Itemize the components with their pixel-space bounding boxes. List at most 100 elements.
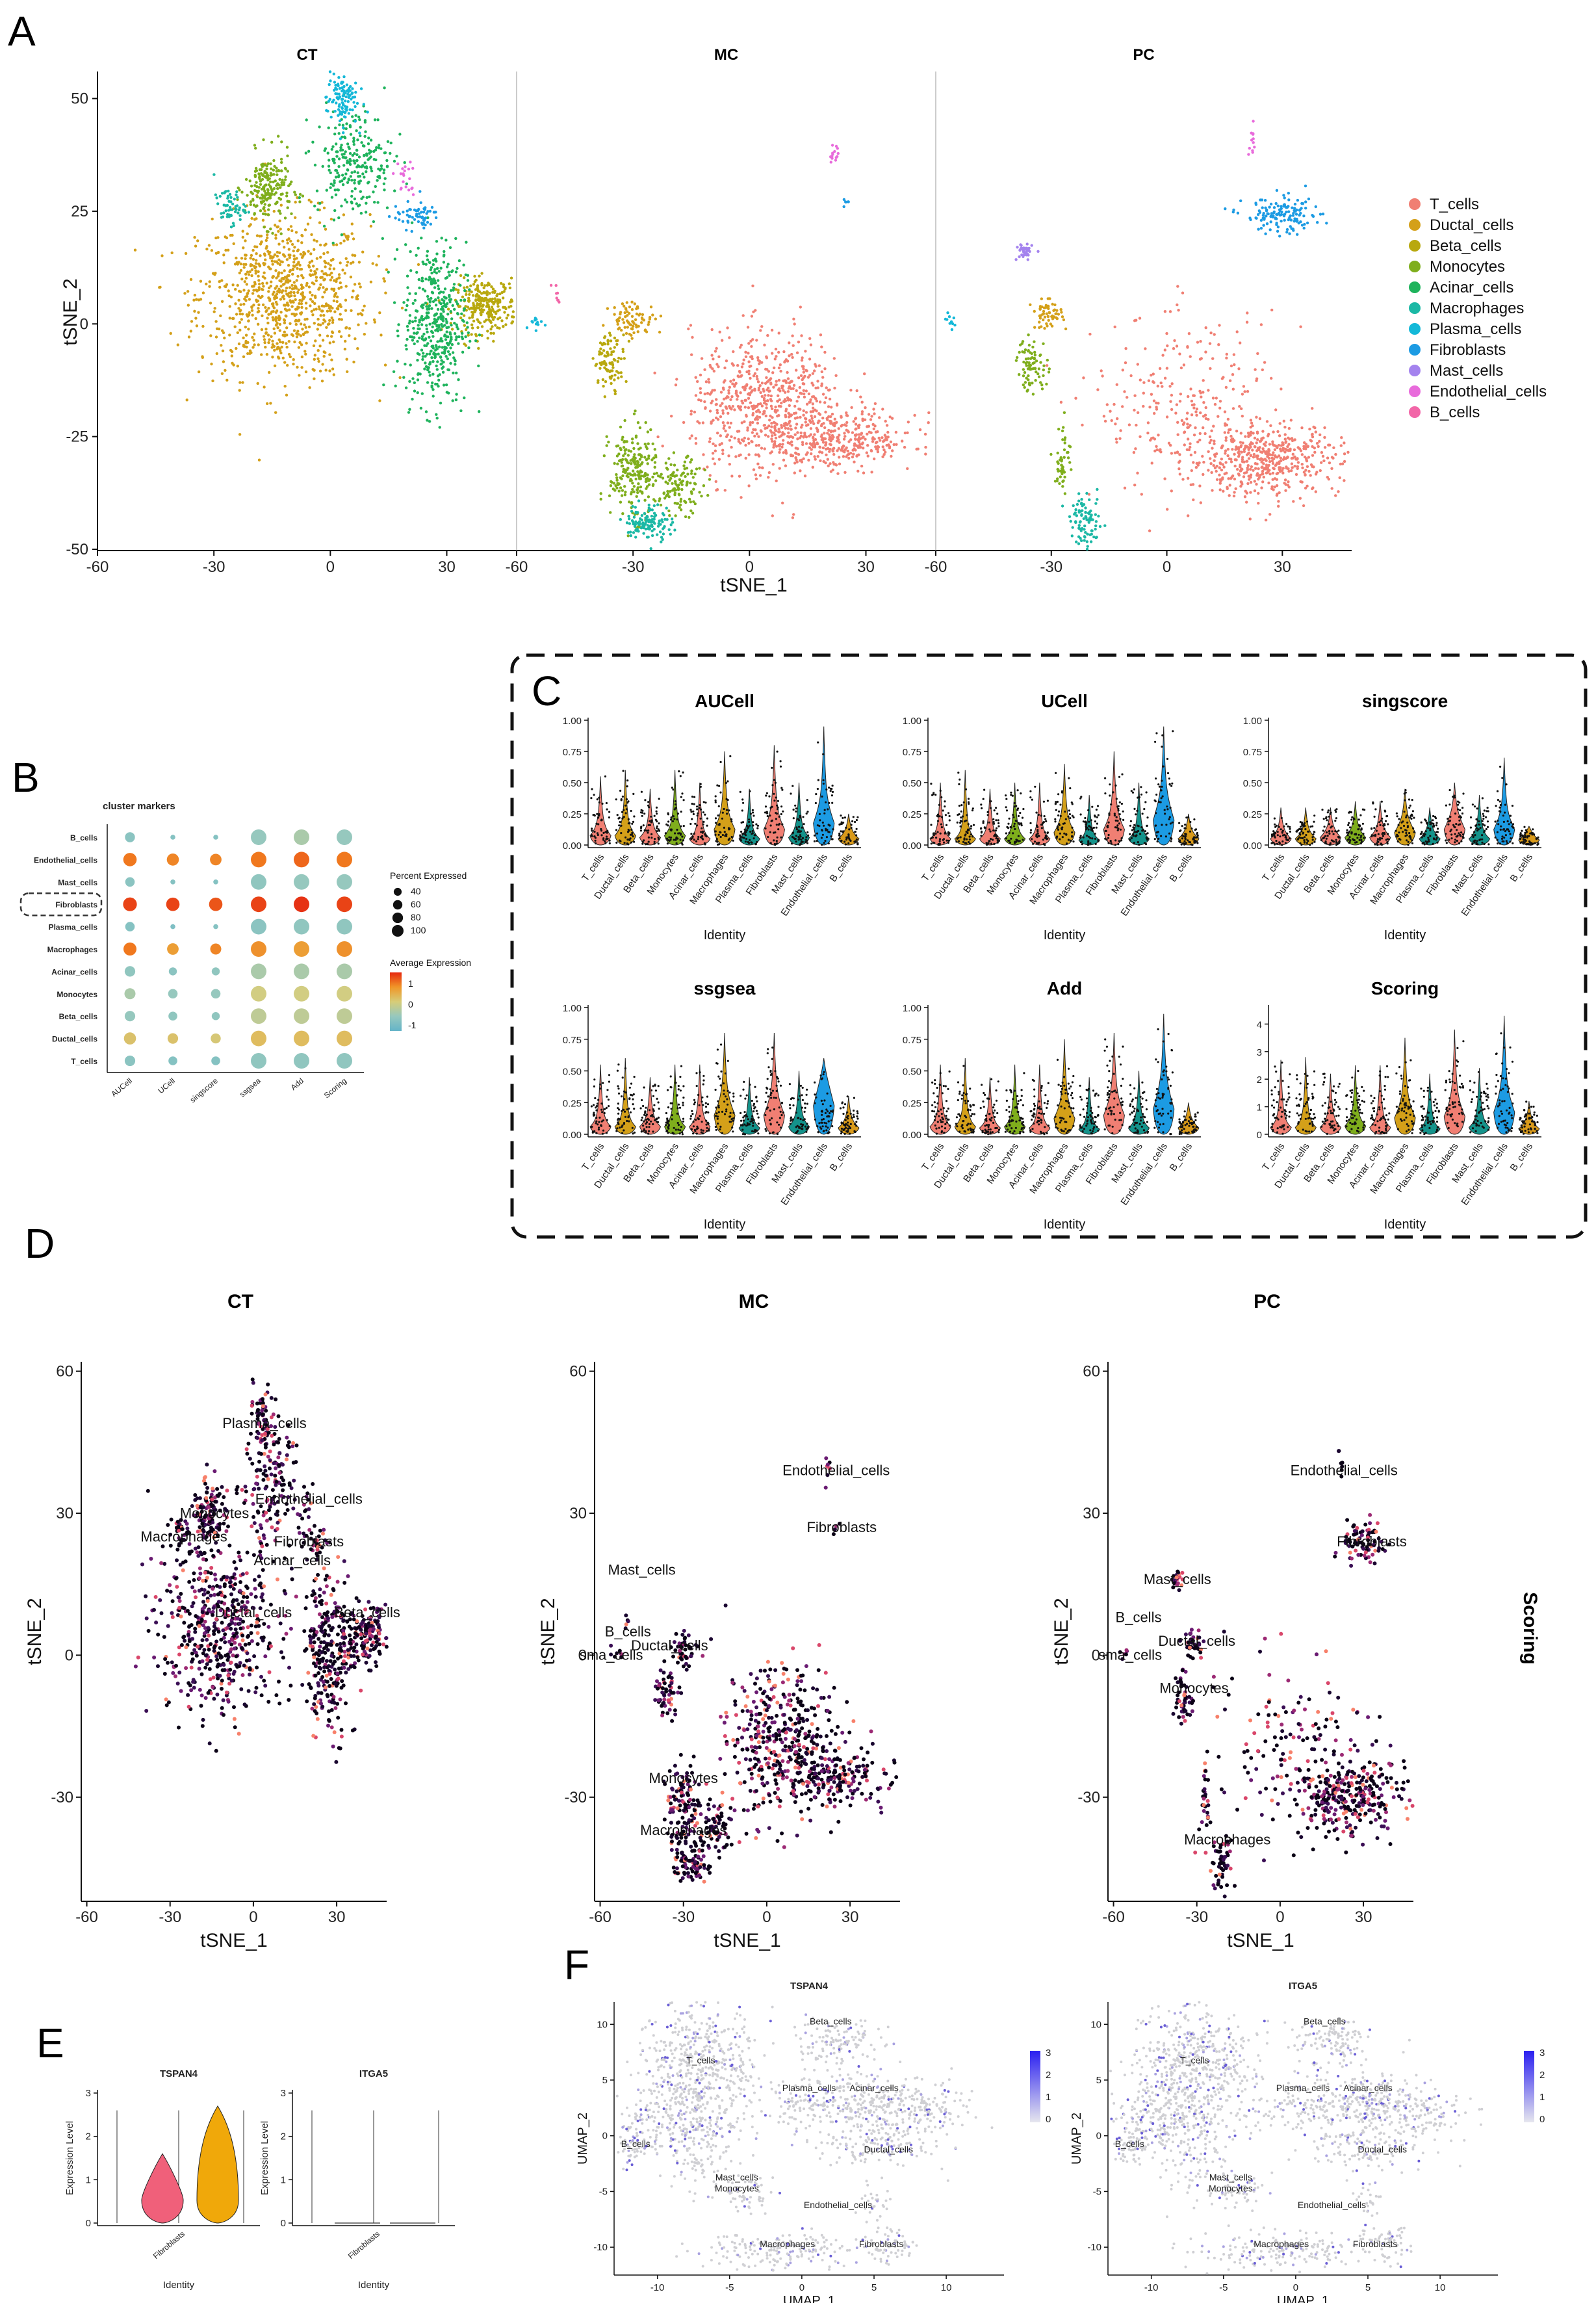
panel-a-xtick-label: 30 xyxy=(438,558,456,576)
panel-a-point xyxy=(417,246,420,250)
panel-a-point xyxy=(238,389,241,392)
panel-a-point xyxy=(680,488,684,491)
panel-a-point xyxy=(287,248,290,251)
panel-a-point xyxy=(822,422,825,425)
panel-a-point xyxy=(257,286,261,289)
panel-a-point xyxy=(767,471,771,475)
panel-a-point xyxy=(239,262,242,266)
panel-a-point xyxy=(623,493,627,497)
panel-a-point xyxy=(799,431,803,435)
panel-a-point xyxy=(242,263,246,266)
panel-a-point xyxy=(615,339,618,343)
panel-a-point xyxy=(1293,448,1296,452)
panel-a-point xyxy=(1293,217,1296,220)
panel-a-point xyxy=(1236,211,1240,215)
panel-a-point xyxy=(678,506,681,509)
panel-a-point xyxy=(623,471,627,475)
panel-a-point xyxy=(211,217,214,221)
panel-a-point xyxy=(1177,309,1180,312)
panel-a-point xyxy=(334,176,338,179)
panel-a-point xyxy=(728,439,732,442)
panel-a-point xyxy=(459,283,462,287)
panel-a-point xyxy=(823,367,827,371)
panel-a-point xyxy=(285,258,289,261)
panel-a-point xyxy=(1303,222,1306,226)
panel-a-point xyxy=(788,419,792,423)
panel-a-point xyxy=(1270,212,1274,215)
panel-a-point xyxy=(629,534,632,538)
panel-a-point xyxy=(339,281,342,285)
panel-a-point xyxy=(448,294,451,297)
panel-a-point xyxy=(740,343,743,347)
panel-a-point xyxy=(725,359,728,363)
panel-a-point xyxy=(350,222,354,226)
panel-a-point xyxy=(442,261,446,264)
panel-a-point xyxy=(250,274,253,278)
panel-a-point xyxy=(362,103,365,106)
panel-a-point xyxy=(313,322,316,325)
panel-a-point xyxy=(474,309,477,312)
panel-a-point xyxy=(1244,445,1247,448)
panel-a-point xyxy=(689,501,693,504)
panel-a-point xyxy=(265,167,268,170)
panel-a-point xyxy=(355,149,359,152)
panel-a-point xyxy=(627,339,631,343)
panel-a-point xyxy=(641,318,644,321)
panel-a-point xyxy=(1240,407,1243,410)
panel-a-point xyxy=(237,211,240,215)
panel-a-point xyxy=(1252,432,1255,435)
panel-a-point xyxy=(1283,196,1286,200)
panel-a-point xyxy=(1245,460,1248,463)
panel-a-point xyxy=(348,327,352,330)
panel-a-point xyxy=(272,187,276,190)
panel-a-point xyxy=(799,306,803,309)
panel-a-point xyxy=(462,314,466,317)
panel-a-point xyxy=(723,489,727,492)
panel-a-point xyxy=(1250,441,1253,445)
panel-a-point xyxy=(1191,483,1195,486)
panel-a-point xyxy=(818,400,822,404)
panel-a-point xyxy=(1218,406,1222,410)
panel-a-point xyxy=(699,391,702,395)
panel-a-point xyxy=(762,397,766,400)
panel-a-point xyxy=(738,370,741,373)
panel-a-point xyxy=(266,321,270,325)
panel-a-point xyxy=(428,335,431,339)
panel-a-point xyxy=(440,237,443,240)
panel-a-point xyxy=(304,151,307,155)
panel-a-point xyxy=(1271,462,1275,465)
panel-a-point xyxy=(316,323,320,326)
panel-a-point xyxy=(261,177,264,181)
panel-a-point xyxy=(307,265,311,268)
panel-a-point xyxy=(244,326,247,329)
panel-a-point xyxy=(493,297,496,300)
panel-a-point xyxy=(772,385,775,389)
panel-a-point xyxy=(682,464,686,467)
panel-a-point xyxy=(620,464,624,468)
panel-a-point xyxy=(828,397,832,401)
panel-a-point xyxy=(706,392,710,395)
panel-a-point xyxy=(273,348,276,352)
panel-a-point xyxy=(1187,448,1191,452)
panel-a-point xyxy=(329,79,332,83)
panel-a-point xyxy=(1218,466,1222,469)
panel-a-point xyxy=(1253,480,1257,483)
panel-a-point xyxy=(1282,194,1285,197)
panel-a-point xyxy=(273,297,276,301)
panel-a-point xyxy=(491,297,495,301)
panel-a-point xyxy=(728,404,731,408)
panel-a-point xyxy=(261,200,264,203)
panel-a-point xyxy=(534,317,537,320)
panel-a-point xyxy=(606,352,610,356)
panel-a-point xyxy=(411,302,415,305)
panel-a-point xyxy=(303,252,306,255)
panel-a-point xyxy=(781,443,784,446)
panel-a-point xyxy=(1213,459,1216,462)
panel-a-point xyxy=(274,324,278,327)
panel-a-point xyxy=(267,341,270,345)
panel-a-point xyxy=(431,346,435,350)
panel-a-point xyxy=(747,441,751,445)
panel-a-point xyxy=(333,81,337,84)
panel-a-point xyxy=(773,433,777,437)
panel-a-point xyxy=(927,411,931,415)
